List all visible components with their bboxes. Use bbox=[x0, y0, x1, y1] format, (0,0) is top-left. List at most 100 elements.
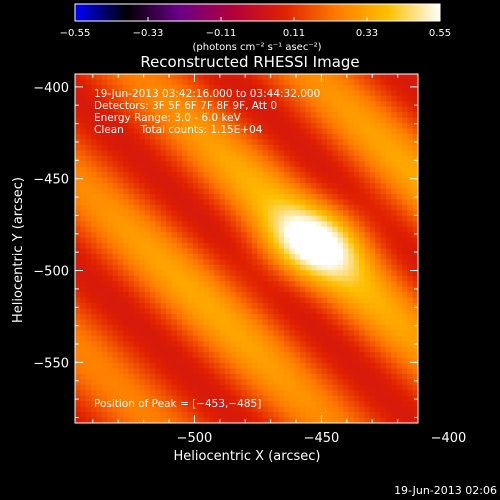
heatmap-cell bbox=[101, 259, 108, 266]
heatmap-cell bbox=[166, 313, 173, 320]
heatmap-cell bbox=[155, 74, 162, 81]
heatmap-cell bbox=[182, 346, 189, 353]
heatmap-cell bbox=[166, 79, 173, 86]
heatmap-cell bbox=[176, 352, 183, 359]
heatmap-cell bbox=[235, 281, 242, 288]
heatmap-cell bbox=[155, 368, 162, 375]
heatmap-cell bbox=[326, 417, 333, 423]
heatmap-cell bbox=[144, 335, 151, 342]
heatmap-cell bbox=[182, 286, 189, 293]
heatmap-cell bbox=[267, 346, 274, 353]
heatmap-cell bbox=[300, 303, 307, 310]
heatmap-cell bbox=[166, 395, 173, 402]
heatmap-cell bbox=[171, 204, 178, 211]
heatmap-cell bbox=[321, 253, 328, 260]
heatmap-cell bbox=[96, 412, 103, 419]
heatmap-cell bbox=[401, 270, 408, 277]
heatmap-cell bbox=[326, 275, 333, 282]
heatmap-cell bbox=[176, 297, 183, 304]
heatmap-cell bbox=[91, 286, 98, 293]
heatmap-cell bbox=[385, 183, 392, 190]
heatmap-cell bbox=[289, 101, 296, 108]
heatmap-cell bbox=[225, 346, 232, 353]
heatmap-cell bbox=[348, 401, 355, 408]
heatmap-cell bbox=[364, 166, 371, 173]
heatmap-cell bbox=[230, 379, 237, 386]
heatmap-cell bbox=[380, 286, 387, 293]
heatmap-cell bbox=[342, 259, 349, 266]
heatmap-cell bbox=[305, 139, 312, 146]
colorbar-units-label: (photons cm⁻² s⁻¹ asec⁻²) bbox=[192, 42, 321, 53]
heatmap-cell bbox=[225, 90, 232, 97]
heatmap-cell bbox=[85, 128, 92, 135]
heatmap-cell bbox=[123, 123, 130, 130]
heatmap-cell bbox=[96, 253, 103, 260]
heatmap-cell bbox=[359, 155, 366, 162]
heatmap-cell bbox=[289, 112, 296, 119]
heatmap-cell bbox=[230, 95, 237, 102]
heatmap-cell bbox=[353, 84, 360, 91]
heatmap-cell bbox=[407, 368, 414, 375]
heatmap-cell bbox=[321, 368, 328, 375]
heatmap-cell bbox=[96, 303, 103, 310]
heatmap-cell bbox=[273, 221, 280, 228]
heatmap-cell bbox=[150, 161, 156, 168]
heatmap-cell bbox=[96, 335, 103, 342]
heatmap-cell bbox=[144, 406, 151, 413]
heatmap-cell bbox=[380, 123, 387, 130]
heatmap-cell bbox=[182, 390, 189, 397]
heatmap-cell bbox=[225, 232, 232, 239]
heatmap-cell bbox=[166, 232, 173, 239]
heatmap-cell bbox=[267, 259, 274, 266]
heatmap-cell bbox=[396, 183, 403, 190]
heatmap-cell bbox=[369, 144, 376, 151]
heatmap-cell bbox=[198, 259, 205, 266]
heatmap-cell bbox=[407, 341, 414, 348]
heatmap-cell bbox=[96, 270, 103, 277]
heatmap-cell bbox=[96, 264, 103, 271]
heatmap-cell bbox=[353, 357, 360, 364]
heatmap-cell bbox=[364, 133, 371, 141]
heatmap-cell bbox=[348, 264, 355, 271]
heatmap-cell bbox=[155, 264, 162, 271]
heatmap-cell bbox=[144, 346, 151, 353]
heatmap-cell bbox=[289, 215, 296, 222]
heatmap-cell bbox=[133, 177, 140, 184]
heatmap-cell bbox=[235, 259, 242, 266]
heatmap-cell bbox=[235, 199, 242, 206]
heatmap-cell bbox=[176, 193, 183, 201]
heatmap-cell bbox=[305, 286, 312, 293]
heatmap-cell bbox=[262, 150, 269, 157]
heatmap-cell bbox=[321, 101, 328, 108]
heatmap-cell bbox=[219, 204, 226, 211]
heatmap-cell bbox=[385, 275, 392, 282]
heatmap-cell bbox=[369, 112, 376, 119]
heatmap-cell bbox=[80, 74, 87, 81]
heatmap-cell bbox=[267, 215, 274, 222]
heatmap-cell bbox=[192, 335, 199, 342]
heatmap-cell bbox=[289, 199, 296, 206]
heatmap-cell bbox=[278, 128, 285, 135]
heatmap-cell bbox=[294, 286, 301, 293]
heatmap-cell bbox=[241, 133, 248, 141]
heatmap-cell bbox=[85, 221, 92, 228]
heatmap-cell bbox=[219, 253, 226, 260]
heatmap-cell bbox=[310, 275, 317, 282]
heatmap-cell bbox=[267, 243, 274, 250]
heatmap-cell bbox=[407, 363, 414, 370]
heatmap-cell bbox=[144, 401, 151, 408]
heatmap-cell bbox=[364, 204, 371, 211]
heatmap-cell bbox=[289, 183, 296, 190]
heatmap-cell bbox=[123, 226, 130, 233]
heatmap-cell bbox=[353, 95, 360, 102]
heatmap-cell bbox=[139, 144, 146, 151]
heatmap-cell bbox=[133, 243, 140, 250]
heatmap-cell bbox=[80, 188, 87, 195]
heatmap-cell bbox=[176, 90, 183, 97]
heatmap-cell bbox=[300, 177, 307, 184]
heatmap-cell bbox=[359, 232, 366, 239]
heatmap-cell bbox=[214, 215, 221, 222]
heatmap-cell bbox=[117, 177, 124, 184]
heatmap-cell bbox=[348, 221, 355, 228]
heatmap-cell bbox=[230, 286, 237, 293]
